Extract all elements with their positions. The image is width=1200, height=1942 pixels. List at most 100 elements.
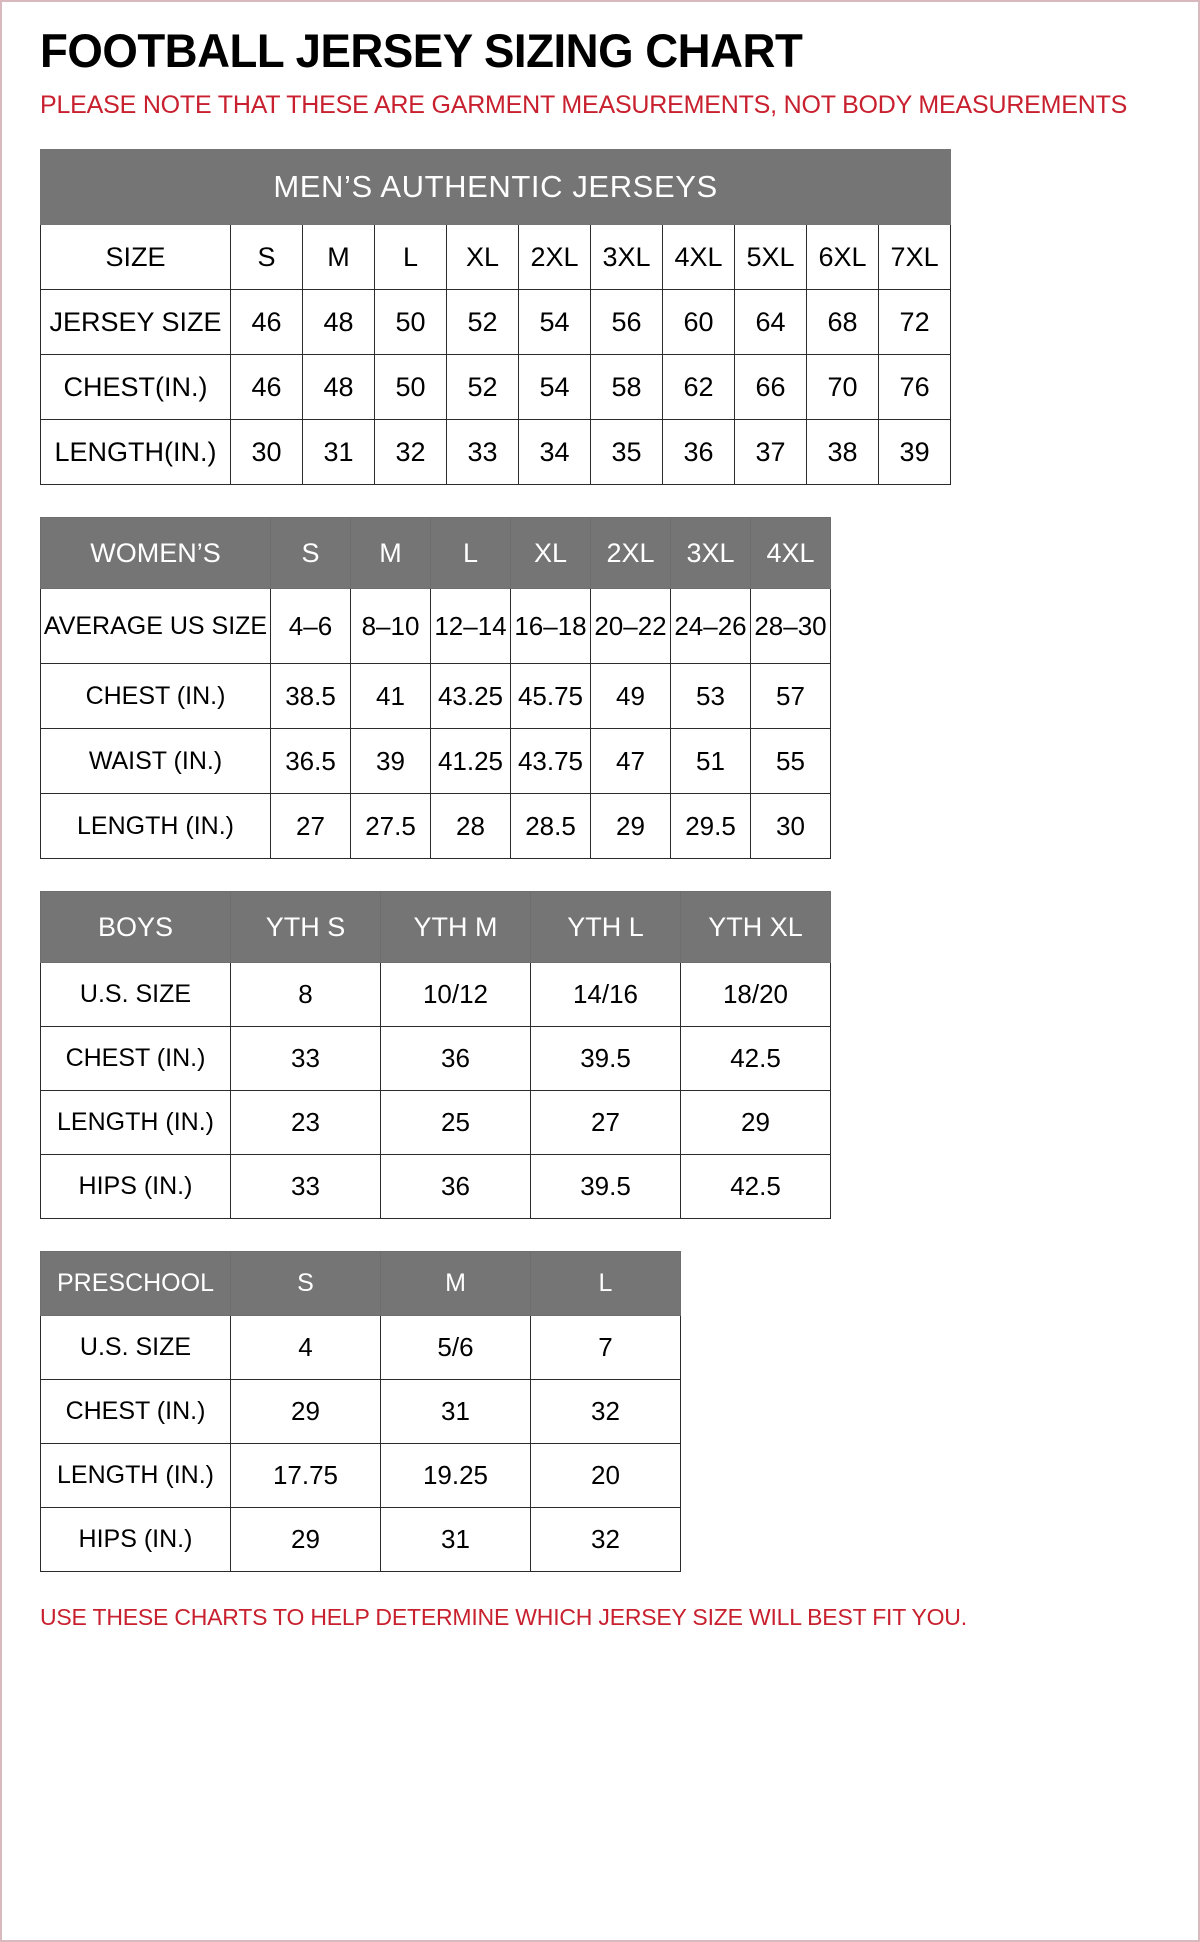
mens-corner-label: SIZE (40, 224, 231, 291)
preschool-cell: 32 (530, 1507, 681, 1573)
mens-sizing-table: MEN’S AUTHENTIC JERSEYS SIZE S M L XL 2X… (39, 149, 952, 486)
womens-cell: 27.5 (350, 793, 431, 860)
mens-row-label: LENGTH(IN.) (40, 419, 231, 486)
table-header-row: MEN’S AUTHENTIC JERSEYS (39, 149, 952, 226)
womens-cell: 43.25 (430, 663, 511, 730)
footer-note: USE THESE CHARTS TO HELP DETERMINE WHICH… (40, 1604, 967, 1631)
womens-col-header: XL (510, 517, 591, 590)
table-column-header-row: PRESCHOOL S M L (40, 1251, 681, 1317)
preschool-row-label: LENGTH (IN.) (40, 1443, 231, 1509)
mens-col-header: 6XL (806, 224, 879, 291)
boys-row-label: LENGTH (IN.) (40, 1090, 231, 1156)
boys-col-header: YTH M (380, 891, 531, 964)
boys-sizing-table: BOYS YTH S YTH M YTH L YTH XL U.S. SIZE … (40, 891, 831, 1220)
boys-cell: 42.5 (680, 1154, 831, 1220)
table-row: HIPS (IN.) 33 36 39.5 42.5 (40, 1154, 831, 1220)
boys-cell: 14/16 (530, 962, 681, 1028)
table-row: CHEST (IN.) 33 36 39.5 42.5 (40, 1026, 831, 1092)
womens-row-label: LENGTH (IN.) (40, 793, 271, 860)
table-row: LENGTH (IN.) 23 25 27 29 (40, 1090, 831, 1156)
boys-cell: 29 (680, 1090, 831, 1156)
table-column-header-row: BOYS YTH S YTH M YTH L YTH XL (40, 891, 831, 964)
mens-col-header: 4XL (662, 224, 735, 291)
boys-row-label: CHEST (IN.) (40, 1026, 231, 1092)
mens-cell: 56 (590, 289, 663, 356)
preschool-row-label: HIPS (IN.) (40, 1507, 231, 1573)
womens-cell: 47 (590, 728, 671, 795)
table-row: WAIST (IN.) 36.5 39 41.25 43.75 47 51 55 (40, 728, 831, 795)
womens-corner-label: WOMEN’S (40, 517, 271, 590)
womens-cell: 20–22 (590, 588, 671, 665)
mens-cell: 76 (877, 354, 952, 421)
boys-cell: 18/20 (680, 962, 831, 1028)
garment-measurement-notice: PLEASE NOTE THAT THESE ARE GARMENT MEASU… (40, 91, 1128, 120)
mens-cell: 48 (302, 289, 375, 356)
boys-col-header: YTH L (530, 891, 681, 964)
table-column-header-row: SIZE S M L XL 2XL 3XL 4XL 5XL 6XL 7XL (40, 224, 952, 291)
mens-cell: 60 (662, 289, 735, 356)
preschool-cell: 5/6 (380, 1315, 531, 1381)
womens-cell: 41.25 (430, 728, 511, 795)
page-title: FOOTBALL JERSEY SIZING CHART (40, 24, 803, 77)
womens-col-header: M (350, 517, 431, 590)
womens-row-label: WAIST (IN.) (40, 728, 271, 795)
mens-cell: 62 (662, 354, 735, 421)
preschool-cell: 29 (230, 1379, 381, 1445)
table-row: JERSEY SIZE 46 48 50 52 54 56 60 64 68 7… (40, 289, 952, 356)
boys-col-header: YTH XL (680, 891, 831, 964)
preschool-cell: 17.75 (230, 1443, 381, 1509)
preschool-col-header: S (230, 1251, 381, 1317)
preschool-cell: 31 (380, 1507, 531, 1573)
boys-corner-label: BOYS (40, 891, 231, 964)
boys-cell: 36 (380, 1154, 531, 1220)
table-row: CHEST(IN.) 46 48 50 52 54 58 62 66 70 76 (40, 354, 952, 421)
mens-col-header: 2XL (518, 224, 591, 291)
boys-cell: 33 (230, 1154, 381, 1220)
preschool-corner-label: PRESCHOOL (40, 1251, 231, 1317)
mens-cell: 48 (302, 354, 375, 421)
mens-cell: 68 (806, 289, 879, 356)
boys-cell: 36 (380, 1026, 531, 1092)
mens-cell: 64 (734, 289, 807, 356)
boys-cell: 27 (530, 1090, 681, 1156)
mens-cell: 38 (806, 419, 879, 486)
mens-cell: 39 (877, 419, 952, 486)
mens-cell: 33 (446, 419, 519, 486)
preschool-row-label: U.S. SIZE (40, 1315, 231, 1381)
table-row: CHEST (IN.) 38.5 41 43.25 45.75 49 53 57 (40, 663, 831, 730)
preschool-cell: 31 (380, 1379, 531, 1445)
boys-cell: 10/12 (380, 962, 531, 1028)
table-row: HIPS (IN.) 29 31 32 (40, 1507, 681, 1573)
mens-cell: 50 (374, 354, 447, 421)
boys-row-label: U.S. SIZE (40, 962, 231, 1028)
preschool-cell: 32 (530, 1379, 681, 1445)
womens-row-label: CHEST (IN.) (40, 663, 271, 730)
boys-cell: 42.5 (680, 1026, 831, 1092)
womens-cell: 39 (350, 728, 431, 795)
womens-col-header: 4XL (750, 517, 831, 590)
mens-row-label: CHEST(IN.) (40, 354, 231, 421)
preschool-cell: 4 (230, 1315, 381, 1381)
womens-sizing-table: WOMEN’S S M L XL 2XL 3XL 4XL AVERAGE US … (40, 517, 831, 860)
table-row: CHEST (IN.) 29 31 32 (40, 1379, 681, 1445)
mens-col-header: 3XL (590, 224, 663, 291)
mens-col-header: XL (446, 224, 519, 291)
mens-col-header: L (374, 224, 447, 291)
womens-col-header: L (430, 517, 511, 590)
mens-cell: 30 (230, 419, 303, 486)
sizing-chart-page: FOOTBALL JERSEY SIZING CHART PLEASE NOTE… (39, 24, 1128, 1631)
mens-cell: 35 (590, 419, 663, 486)
boys-cell: 23 (230, 1090, 381, 1156)
boys-cell: 39.5 (530, 1154, 681, 1220)
mens-cell: 46 (230, 289, 303, 356)
womens-cell: 36.5 (270, 728, 351, 795)
womens-cell: 12–14 (430, 588, 511, 665)
womens-cell: 28–30 (750, 588, 831, 665)
boys-cell: 39.5 (530, 1026, 681, 1092)
mens-cell: 70 (806, 354, 879, 421)
mens-col-header: M (302, 224, 375, 291)
preschool-cell: 19.25 (380, 1443, 531, 1509)
mens-cell: 50 (374, 289, 447, 356)
preschool-col-header: L (530, 1251, 681, 1317)
mens-cell: 72 (877, 289, 952, 356)
